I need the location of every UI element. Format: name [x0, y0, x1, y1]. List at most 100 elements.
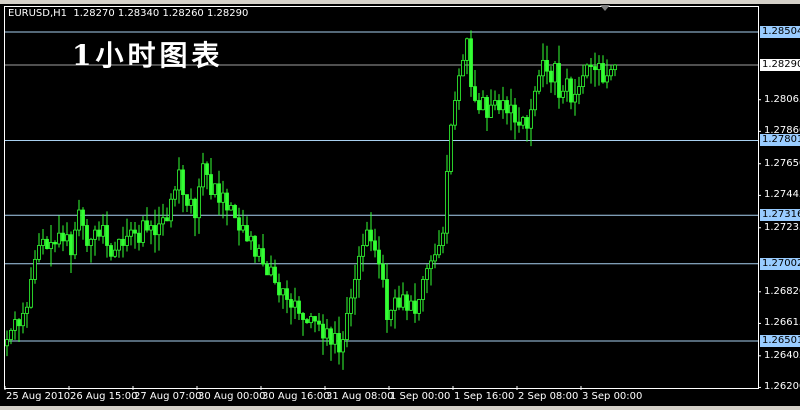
candle-body: [409, 300, 413, 311]
candle-body: [41, 238, 45, 246]
price-tick-label: 1.26820: [764, 285, 800, 297]
candle-body: [317, 320, 321, 325]
candle-body: [145, 220, 149, 231]
price-tick-label: 1.27860: [764, 125, 800, 137]
candle-body: [261, 248, 265, 265]
level-label: 1.27316: [760, 209, 800, 222]
candle-body: [429, 260, 433, 270]
candle-body: [357, 255, 361, 280]
candle-body: [197, 186, 201, 219]
candle-body: [153, 225, 157, 236]
candle-body: [177, 169, 181, 191]
candle-body: [269, 266, 273, 276]
candle-body: [549, 70, 553, 83]
candle-body: [433, 254, 437, 262]
candle-body: [173, 189, 177, 200]
symbol-header: EURUSD,H1 1.28270 1.28340 1.28260 1.2829…: [8, 8, 248, 19]
candle-body: [217, 183, 221, 203]
candle-body: [513, 104, 517, 123]
time-label: 27 Aug 07:00: [134, 391, 202, 402]
candle-body: [201, 163, 205, 188]
candle-body: [5, 339, 9, 347]
candle-body: [377, 249, 381, 265]
candle-body: [333, 333, 337, 345]
candle-body: [529, 109, 533, 129]
candle-body: [77, 209, 81, 231]
candle-body: [29, 279, 33, 308]
candle-body: [149, 225, 153, 231]
candle-body: [233, 204, 237, 219]
time-label: 25 Aug 2010: [6, 391, 71, 402]
chart-shift-marker-icon[interactable]: [600, 5, 610, 11]
candle-body: [249, 235, 253, 242]
candle-body: [301, 312, 305, 320]
candle-body: [53, 242, 57, 245]
candle-body: [525, 117, 529, 129]
chart-title: 1小时图表: [72, 39, 224, 72]
candle-body: [273, 266, 277, 283]
candle-body: [533, 90, 537, 111]
candle-body: [189, 198, 193, 206]
candle-body: [241, 225, 245, 231]
price-tick-label: 1.28065: [764, 93, 800, 105]
candle-body: [401, 294, 405, 308]
price-tick-label: 1.26615: [764, 317, 800, 329]
candle-body: [309, 316, 313, 324]
candle-body: [561, 90, 565, 98]
candle-body: [289, 299, 293, 308]
candle-body: [417, 299, 421, 314]
level-label: 1.26501: [760, 335, 800, 347]
candle-body: [381, 263, 385, 280]
candle-body: [521, 117, 525, 126]
candle-body: [609, 69, 613, 77]
candle-body: [73, 229, 77, 256]
candle-body: [253, 235, 257, 257]
candle-body: [353, 279, 357, 299]
time-label: 30 Aug 16:00: [262, 391, 330, 402]
candle-body: [477, 100, 481, 111]
chart-frame: [4, 6, 759, 389]
candle-body: [581, 75, 585, 88]
candle-body: [193, 198, 197, 219]
price-tick-label: 1.27445: [764, 189, 800, 201]
candle-body: [349, 297, 353, 314]
price-tick-label: 1.27235: [764, 221, 800, 233]
candle-body: [165, 217, 169, 222]
candle-body: [577, 86, 581, 95]
candle-body: [181, 169, 185, 196]
candle-body: [49, 242, 53, 249]
window-bottom-border: [0, 406, 800, 410]
candle-body: [425, 268, 429, 280]
level-label: 1.28504: [760, 26, 800, 38]
candle-body: [209, 174, 213, 196]
candle-body: [13, 319, 17, 331]
candle-body: [501, 100, 505, 111]
candle-body: [441, 232, 445, 246]
candle-body: [465, 38, 469, 61]
candle-body: [613, 64, 617, 71]
candle-body: [97, 229, 101, 237]
symbol-label: EURUSD,H1: [8, 8, 68, 19]
candle-body: [121, 238, 125, 246]
candle-body: [457, 75, 461, 101]
candle-body: [337, 333, 341, 353]
candle-body: [93, 229, 97, 240]
candle-body: [221, 192, 225, 203]
candle-body: [141, 220, 145, 243]
candle-body: [277, 282, 281, 296]
candle-body: [257, 248, 261, 257]
candle-body: [341, 339, 345, 353]
candle-body: [489, 104, 493, 118]
candle-body: [21, 312, 25, 327]
time-label: 2 Sep 08:00: [518, 391, 579, 402]
window-top-border: [0, 0, 800, 4]
candle-body: [585, 64, 589, 77]
candle-body: [509, 104, 513, 114]
candle-body: [601, 63, 605, 83]
price-tick-label: 1.27650: [764, 157, 800, 169]
candle-body: [109, 245, 113, 257]
candle-body: [461, 59, 465, 77]
candle-body: [229, 204, 233, 211]
